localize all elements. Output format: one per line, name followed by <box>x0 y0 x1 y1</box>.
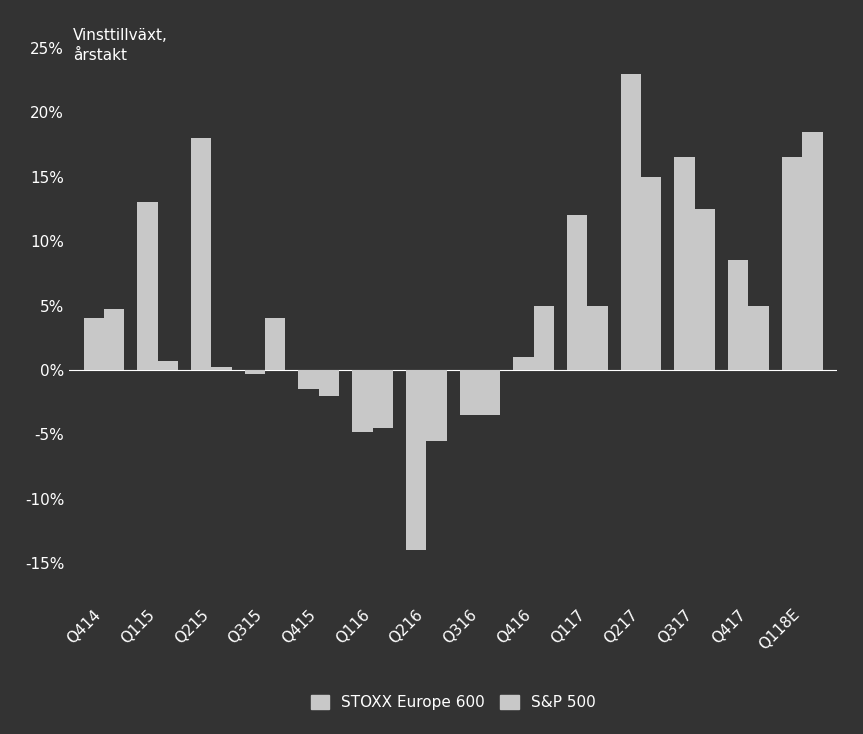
Bar <box>318 370 339 396</box>
Bar <box>245 370 265 374</box>
Bar <box>748 305 769 370</box>
Bar <box>695 209 715 370</box>
Bar <box>533 305 554 370</box>
Bar <box>513 357 533 370</box>
Bar <box>137 203 158 370</box>
Bar <box>426 370 447 441</box>
Bar <box>84 319 104 370</box>
Bar <box>352 370 373 432</box>
Bar <box>265 319 286 370</box>
Bar <box>641 177 661 370</box>
Bar <box>191 138 211 370</box>
Bar <box>211 367 232 370</box>
Bar <box>373 370 393 428</box>
Legend: STOXX Europe 600, S&P 500: STOXX Europe 600, S&P 500 <box>311 695 595 711</box>
Bar <box>567 215 588 370</box>
Bar <box>406 370 426 550</box>
Bar <box>158 361 178 370</box>
Bar <box>728 261 748 370</box>
Bar <box>299 370 318 389</box>
Bar <box>674 157 695 370</box>
Bar <box>803 131 822 370</box>
Bar <box>620 73 641 370</box>
Bar <box>782 157 803 370</box>
Text: Vinsttillväxt,
årstakt: Vinsttillväxt, årstakt <box>72 28 167 62</box>
Bar <box>588 305 608 370</box>
Bar <box>459 370 480 415</box>
Bar <box>104 309 124 370</box>
Bar <box>480 370 501 415</box>
